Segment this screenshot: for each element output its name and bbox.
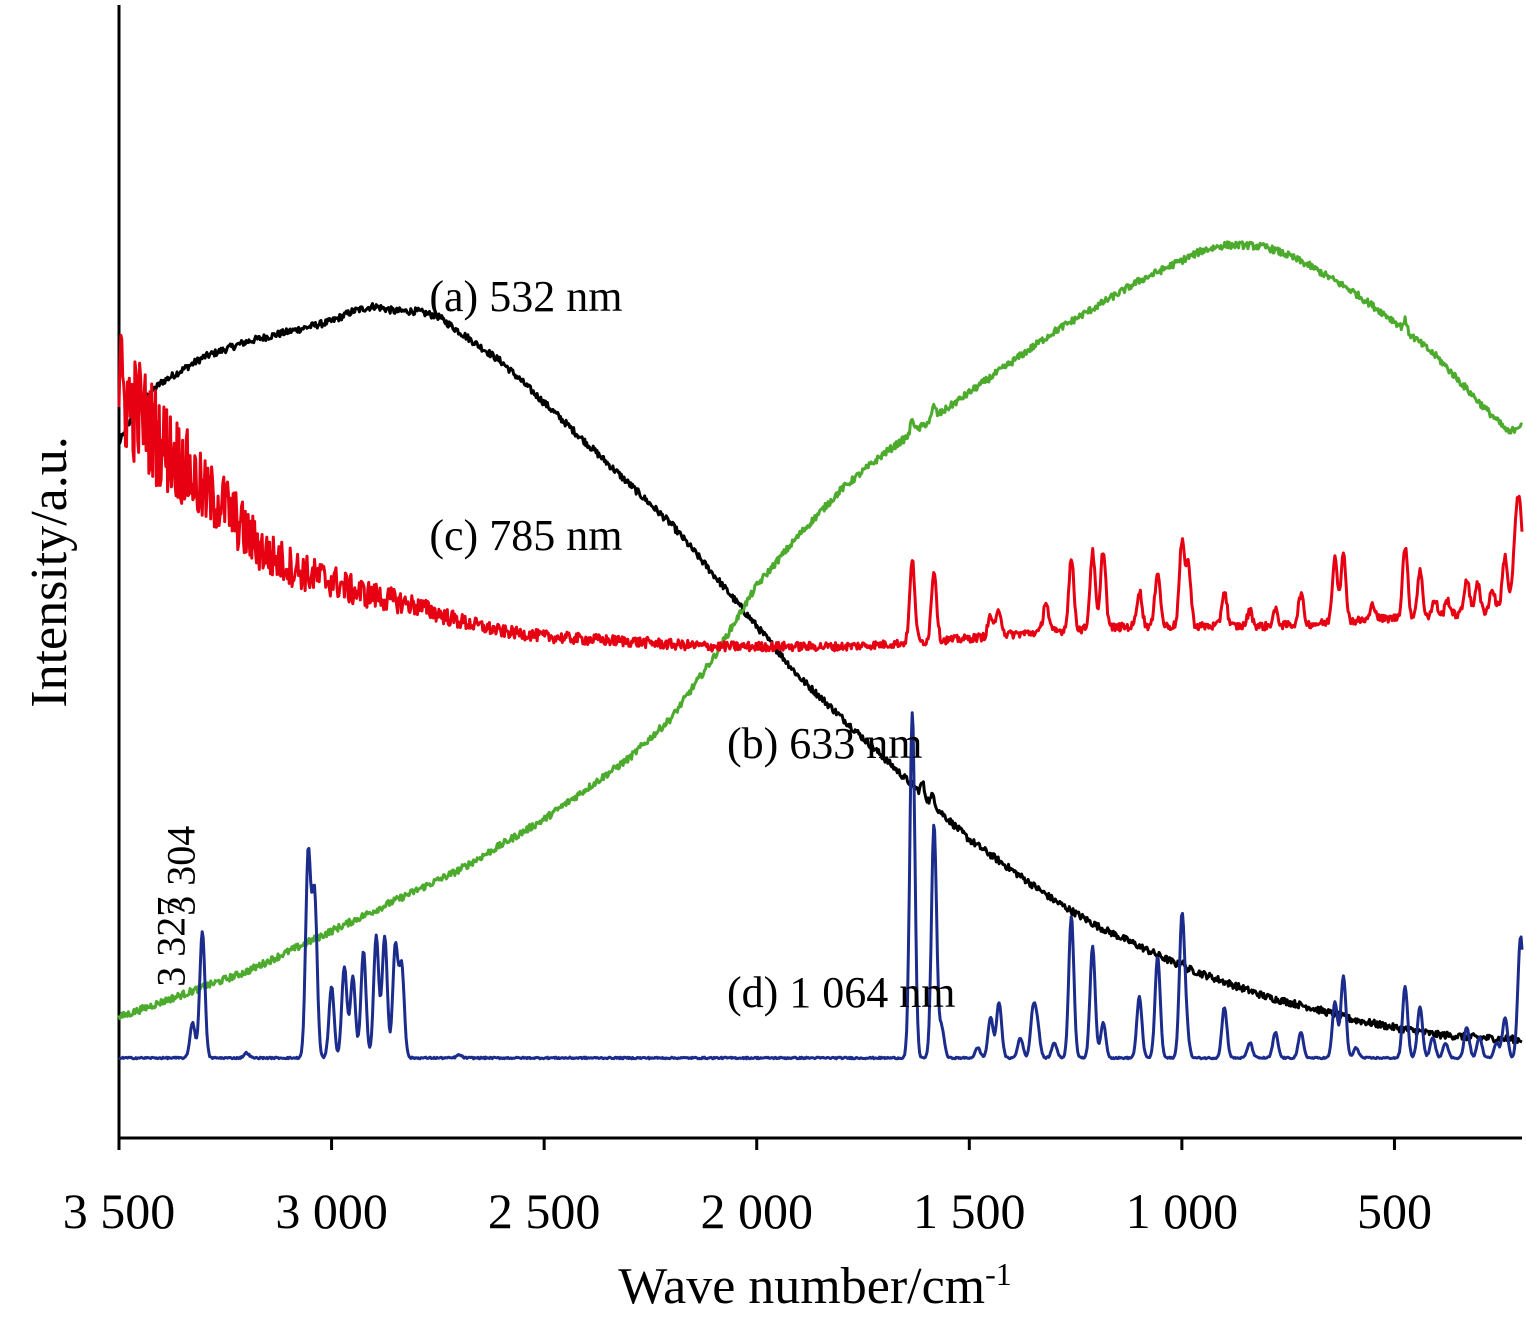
x-tick-label-1500: 1 500	[913, 1183, 1026, 1239]
series-line-d-1-064-nm	[117, 711, 1524, 1061]
x-ticks-layer: 3 500 3 000 2 500 2 000 1 500 1 000 500	[63, 1138, 1432, 1239]
series-label-b-633-nm: (b) 633 nm	[727, 719, 923, 768]
x-tick-label-1000: 1 000	[1126, 1183, 1239, 1239]
series-label-c-785-nm: (c) 785 nm	[429, 511, 622, 560]
peak-annotation-3-304: 3 304	[158, 826, 203, 916]
series-labels-layer: (a) 532 nm (b) 633 nm (c) 785 nm (d) 1 064 …	[429, 272, 955, 1017]
x-tick-label-3000: 3 000	[275, 1183, 388, 1239]
x-tick-label-2500: 2 500	[488, 1183, 601, 1239]
peak-annotation-3-327: 3 327	[149, 897, 194, 987]
series-line-c-785-nm	[117, 333, 1524, 653]
x-tick-label-500: 500	[1357, 1183, 1432, 1239]
x-tick-label-3500: 3 500	[63, 1183, 176, 1239]
x-axis-title: Wave number/cm-1	[618, 1256, 1012, 1315]
series-label-d-1-064-nm: (d) 1 064 nm	[727, 968, 956, 1017]
x-tick-label-2000: 2 000	[700, 1183, 813, 1239]
x-axis-title-superscript: -1	[985, 1256, 1012, 1292]
series-line-a-532-nm	[118, 302, 1523, 1045]
series-line-b-633-nm	[117, 240, 1523, 1021]
series-label-a-532-nm: (a) 532 nm	[429, 272, 622, 321]
series-layer	[117, 240, 1524, 1061]
x-axis-title-main: Wave number/cm	[618, 1258, 985, 1315]
y-axis-title: Intensity/a.u.	[21, 436, 78, 708]
axes-layer	[117, 5, 1522, 1140]
